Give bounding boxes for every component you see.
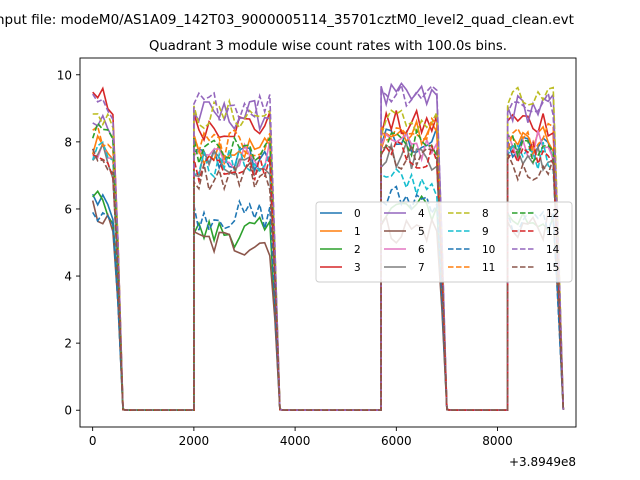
legend-label-14: 14	[546, 244, 560, 256]
legend-label-9: 9	[482, 226, 489, 238]
x-tick-label: 4000	[280, 434, 311, 448]
legend-label-15: 15	[546, 262, 559, 274]
legend-label-12: 12	[546, 208, 559, 220]
y-tick-label: 8	[64, 135, 72, 149]
legend-label-2: 2	[354, 244, 361, 256]
y-tick-label: 4	[64, 270, 72, 284]
chart-title: Quadrant 3 module wise count rates with …	[149, 39, 507, 54]
y-tick-label: 2	[64, 337, 72, 351]
legend-label-10: 10	[482, 244, 495, 256]
legend-label-5: 5	[418, 226, 425, 238]
x-tick-label: 6000	[381, 434, 412, 448]
series-layer	[91, 82, 565, 411]
legend-label-1: 1	[354, 226, 361, 238]
legend-label-13: 13	[546, 226, 559, 238]
y-axis: 0 2 4 6 8 10	[57, 68, 80, 418]
legend-label-3: 3	[354, 262, 361, 274]
legend-frame	[315, 201, 573, 283]
x-offset-label: +3.8949e8	[509, 455, 576, 469]
y-tick-label: 0	[64, 404, 72, 418]
legend-label-4: 4	[418, 208, 425, 220]
legend-label-6: 6	[418, 244, 425, 256]
chart-suptitle: Input file: modeM0/AS1A09_142T03_9000005…	[0, 12, 574, 28]
legend-label-7: 7	[418, 262, 425, 274]
y-tick-label: 6	[64, 202, 72, 216]
legend-label-11: 11	[482, 262, 495, 274]
plot-frame	[79, 57, 577, 428]
x-tick-label: 0	[89, 434, 97, 448]
y-tick-label: 10	[57, 68, 72, 82]
x-axis: 0 2000 4000 6000 8000	[89, 427, 513, 448]
x-tick-label: 2000	[179, 434, 210, 448]
legend-label-0: 0	[354, 208, 361, 220]
legend-label-8: 8	[482, 208, 489, 220]
x-tick-label: 8000	[482, 434, 513, 448]
